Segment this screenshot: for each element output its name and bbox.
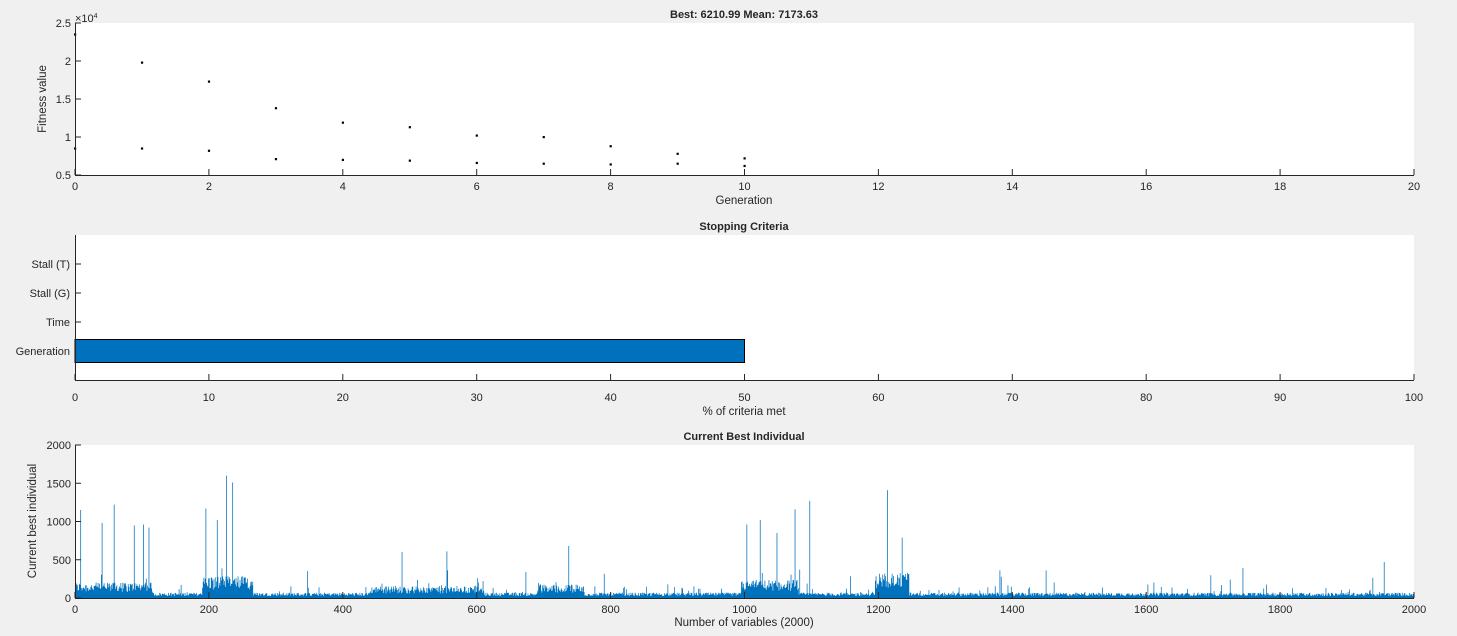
individual-y-tick-label: 2000 — [47, 440, 71, 452]
fitness-y-axis-label: Fitness value — [37, 65, 49, 133]
current-best-individual-plot-area — [75, 445, 1414, 598]
individual-y-tick-label: 500 — [53, 555, 71, 567]
fitness-x-tick-label: 8 — [608, 181, 614, 193]
criteria-category-label: Stall (G) — [30, 288, 70, 300]
best-fitness-point — [676, 162, 679, 165]
fitness-y-tick-label: 1 — [65, 132, 71, 144]
best-fitness-point — [274, 158, 278, 161]
individual-x-tick-label: 1600 — [1134, 604, 1158, 616]
criteria-x-tick-label: 80 — [1140, 392, 1152, 404]
fitness-y-multiplier-base: ×10 — [75, 13, 94, 25]
fitness-plot-title: Best: 6210.99 Mean: 7173.63 — [670, 9, 818, 21]
fitness-x-tick-label: 6 — [474, 181, 480, 193]
fitness-x-tick-label: 0 — [72, 181, 78, 193]
best-fitness-point — [408, 159, 411, 162]
stopping-criteria-plot: Stopping Criteria % of criteria met 0 10 2… — [16, 221, 1424, 418]
individual-x-tick-label: 400 — [334, 604, 352, 616]
criteria-x-tick-label: 40 — [604, 392, 616, 404]
individual-x-tick-label: 0 — [72, 604, 78, 616]
mean-fitness-point — [341, 121, 344, 124]
individual-y-tick-label: 1000 — [47, 517, 71, 529]
fitness-x-tick-label: 10 — [738, 181, 750, 193]
individual-y-tick-label: 0 — [65, 593, 71, 605]
best-fitness-point — [743, 164, 746, 168]
best-fitness-point — [475, 161, 478, 165]
criteria-category-label: Time — [46, 317, 70, 329]
mean-fitness-point — [408, 126, 411, 129]
fitness-y-multiplier-exponent: 4 — [94, 13, 98, 20]
mean-fitness-point — [475, 134, 478, 137]
criteria-x-tick-label: 50 — [738, 392, 750, 404]
individual-x-tick-label: 1200 — [866, 604, 890, 616]
current-best-individual-title: Current Best Individual — [683, 431, 804, 443]
fitness-x-tick-label: 2 — [206, 181, 212, 193]
fitness-y-multiplier: ×104 — [75, 13, 98, 25]
fitness-x-tick-label: 20 — [1408, 181, 1420, 193]
fitness-x-tick-label: 16 — [1140, 181, 1152, 193]
criteria-x-tick-label: 60 — [872, 392, 884, 404]
individual-x-tick-label: 1400 — [1000, 604, 1024, 616]
criteria-bar-generation — [74, 339, 745, 363]
fitness-y-tick-label: 1.5 — [56, 94, 71, 106]
criteria-x-tick-label: 10 — [203, 392, 215, 404]
stopping-criteria-title: Stopping Criteria — [699, 221, 789, 233]
fitness-x-tick-label: 14 — [1006, 181, 1018, 193]
mean-fitness-point — [274, 107, 278, 110]
fitness-x-tick-label: 12 — [872, 181, 884, 193]
fitness-y-tick-label: 0.5 — [56, 170, 71, 182]
fitness-plot: Best: 6210.99 Mean: 7173.63 Generation F… — [37, 9, 1420, 207]
individual-x-tick-label: 800 — [601, 604, 619, 616]
individual-x-tick-label: 2000 — [1402, 604, 1426, 616]
fitness-plot-area — [75, 23, 1414, 175]
individual-x-tick-label: 1800 — [1268, 604, 1292, 616]
criteria-x-tick-label: 0 — [72, 392, 78, 404]
individual-x-tick-label: 600 — [468, 604, 486, 616]
criteria-x-tick-label: 20 — [337, 392, 349, 404]
fitness-y-tick-label: 2 — [65, 56, 71, 68]
criteria-x-tick-label: 30 — [471, 392, 483, 404]
individual-y-tick-label: 1500 — [47, 478, 71, 490]
criteria-category-label: Stall (T) — [32, 259, 71, 271]
fitness-x-tick-label: 4 — [340, 181, 346, 193]
individual-x-tick-label: 200 — [200, 604, 218, 616]
criteria-x-tick-label: 70 — [1006, 392, 1018, 404]
best-fitness-point — [341, 158, 344, 161]
mean-fitness-point — [609, 145, 612, 148]
fitness-x-axis-label: Generation — [716, 195, 773, 207]
mean-fitness-point — [542, 136, 545, 139]
mean-fitness-point — [207, 80, 211, 83]
individual-x-tick-label: 1000 — [732, 604, 756, 616]
criteria-x-tick-label: 90 — [1274, 392, 1286, 404]
mean-fitness-point — [743, 157, 746, 160]
best-fitness-point — [542, 162, 545, 165]
mean-fitness-point — [676, 152, 679, 155]
current-best-individual-plot: Current Best Individual Number of variab… — [27, 431, 1426, 629]
current-best-individual-x-axis-label: Number of variables (2000) — [674, 617, 814, 629]
criteria-x-tick-label: 100 — [1405, 392, 1423, 404]
fitness-y-tick-label: 2.5 — [56, 18, 71, 30]
mean-fitness-point — [140, 61, 144, 64]
best-fitness-point — [207, 149, 211, 152]
fitness-x-tick-label: 18 — [1274, 181, 1286, 193]
best-fitness-point — [609, 163, 612, 166]
criteria-category-label: Generation — [16, 346, 70, 358]
current-best-individual-y-axis-label: Current best individual — [27, 464, 39, 578]
stopping-criteria-x-axis-label: % of criteria met — [702, 406, 786, 418]
best-fitness-point — [140, 147, 144, 150]
